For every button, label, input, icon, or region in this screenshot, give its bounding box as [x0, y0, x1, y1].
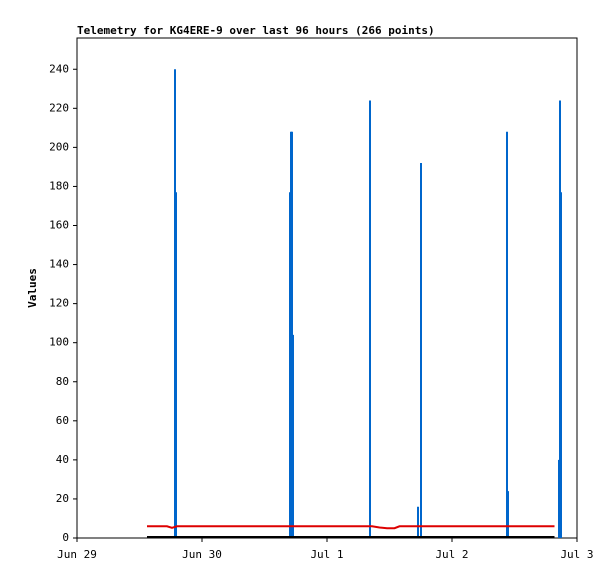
- x-tick-label: Jun 29: [57, 548, 97, 561]
- x-tick-label: Jul 3: [560, 548, 593, 561]
- y-axis-label: Values: [26, 268, 39, 308]
- x-tick-label: Jun 30: [182, 548, 222, 561]
- x-tick-label: Jul 1: [310, 548, 343, 561]
- y-tick-label: 160: [49, 219, 69, 232]
- y-tick-label: 60: [56, 414, 69, 427]
- y-tick-label: 240: [49, 62, 69, 75]
- y-tick-label: 180: [49, 179, 69, 192]
- y-tick-label: 80: [56, 375, 69, 388]
- y-tick-label: 140: [49, 258, 69, 271]
- y-tick-label: 100: [49, 336, 69, 349]
- y-tick-label: 120: [49, 297, 69, 310]
- x-tick-label: Jul 2: [435, 548, 468, 561]
- y-tick-label: 220: [49, 101, 69, 114]
- y-tick-label: 20: [56, 492, 69, 505]
- y-tick-label: 40: [56, 453, 69, 466]
- y-tick-label: 0: [62, 531, 69, 544]
- plot-frame: [76, 37, 578, 539]
- y-tick-label: 200: [49, 140, 69, 153]
- series-line: [147, 525, 555, 530]
- chart-title: Telemetry for KG4ERE-9 over last 96 hour…: [77, 24, 435, 37]
